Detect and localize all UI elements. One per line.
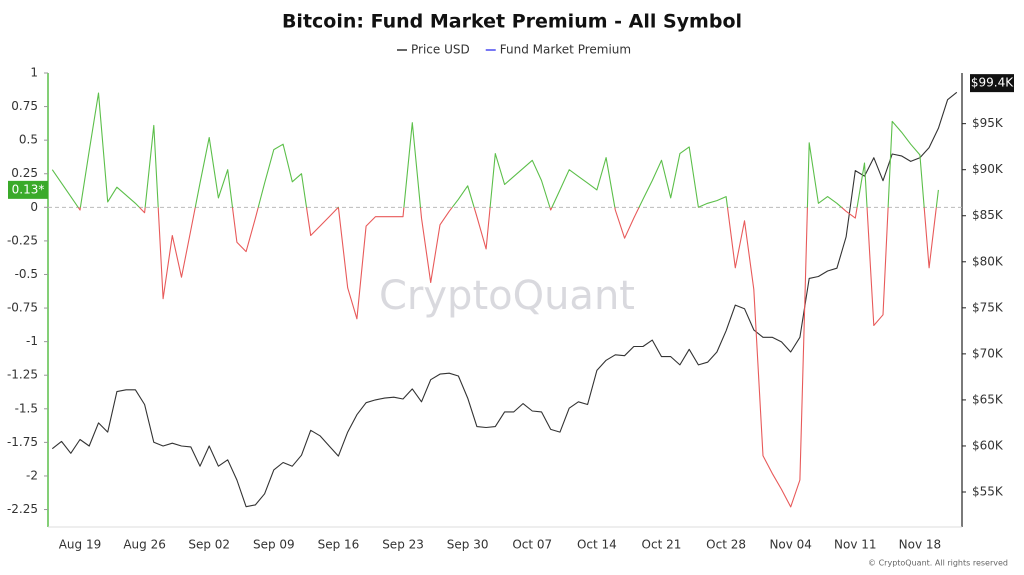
- value-badge-label: $99.4K: [971, 76, 1014, 90]
- y-tick-label: -1: [26, 334, 38, 348]
- y-tick-label: 0.25: [11, 166, 38, 180]
- y-tick-label: 0.5: [19, 133, 38, 147]
- value-badge: [970, 74, 1014, 93]
- x-tick-label: Oct 07: [512, 538, 552, 552]
- y2-tick-label: $70K: [972, 346, 1004, 360]
- y2-tick-label: $55K: [972, 485, 1004, 499]
- x-tick-label: Aug 26: [123, 538, 166, 552]
- y2-tick-label: $90K: [972, 162, 1004, 176]
- x-tick-label: Oct 21: [642, 538, 682, 552]
- y-tick-label: -0.5: [15, 267, 38, 281]
- series-line: [51, 92, 939, 508]
- watermark: CryptoQuant: [379, 273, 635, 319]
- y-tick-label: -1.75: [7, 435, 38, 449]
- y2-tick-label: $85K: [972, 208, 1004, 222]
- x-tick-label: Nov 04: [769, 538, 812, 552]
- y-tick-label: -0.75: [7, 301, 38, 315]
- y2-tick-label: $75K: [972, 300, 1004, 314]
- copyright: © CryptoQuant. All rights reserved: [868, 559, 1008, 568]
- y-tick-label: -2.25: [7, 502, 38, 516]
- x-tick-label: Oct 14: [577, 538, 617, 552]
- y-tick-label: 1: [30, 66, 38, 80]
- x-tick-label: Aug 19: [59, 538, 102, 552]
- legend-label: Price USD: [411, 43, 470, 57]
- x-tick-label: Oct 28: [706, 538, 746, 552]
- y2-tick-label: $60K: [972, 438, 1004, 452]
- y-tick-label: 0.75: [11, 99, 38, 113]
- chart-title: Bitcoin: Fund Market Premium - All Symbo…: [282, 11, 742, 33]
- y-tick-label: -1.25: [7, 368, 38, 382]
- y2-tick-label: $95K: [972, 116, 1004, 130]
- y2-tick-label: $65K: [972, 392, 1004, 406]
- y-tick-label: -2: [26, 468, 38, 482]
- y-tick-label: -1.5: [15, 401, 38, 415]
- series-line: [51, 91, 958, 508]
- x-tick-label: Sep 02: [188, 538, 230, 552]
- x-tick-label: Sep 23: [382, 538, 424, 552]
- value-badge-label: 0.13*: [12, 182, 45, 196]
- x-tick-label: Nov 18: [899, 538, 942, 552]
- legend-label: Fund Market Premium: [500, 43, 631, 57]
- y-tick-label: -0.25: [7, 233, 38, 247]
- x-tick-label: Sep 09: [253, 538, 295, 552]
- value-badge: [8, 180, 48, 199]
- x-tick-label: Nov 11: [834, 538, 877, 552]
- x-tick-label: Sep 30: [447, 538, 489, 552]
- x-tick-label: Sep 16: [318, 538, 360, 552]
- y-tick-label: 0: [30, 200, 38, 214]
- y2-tick-label: $80K: [972, 254, 1004, 268]
